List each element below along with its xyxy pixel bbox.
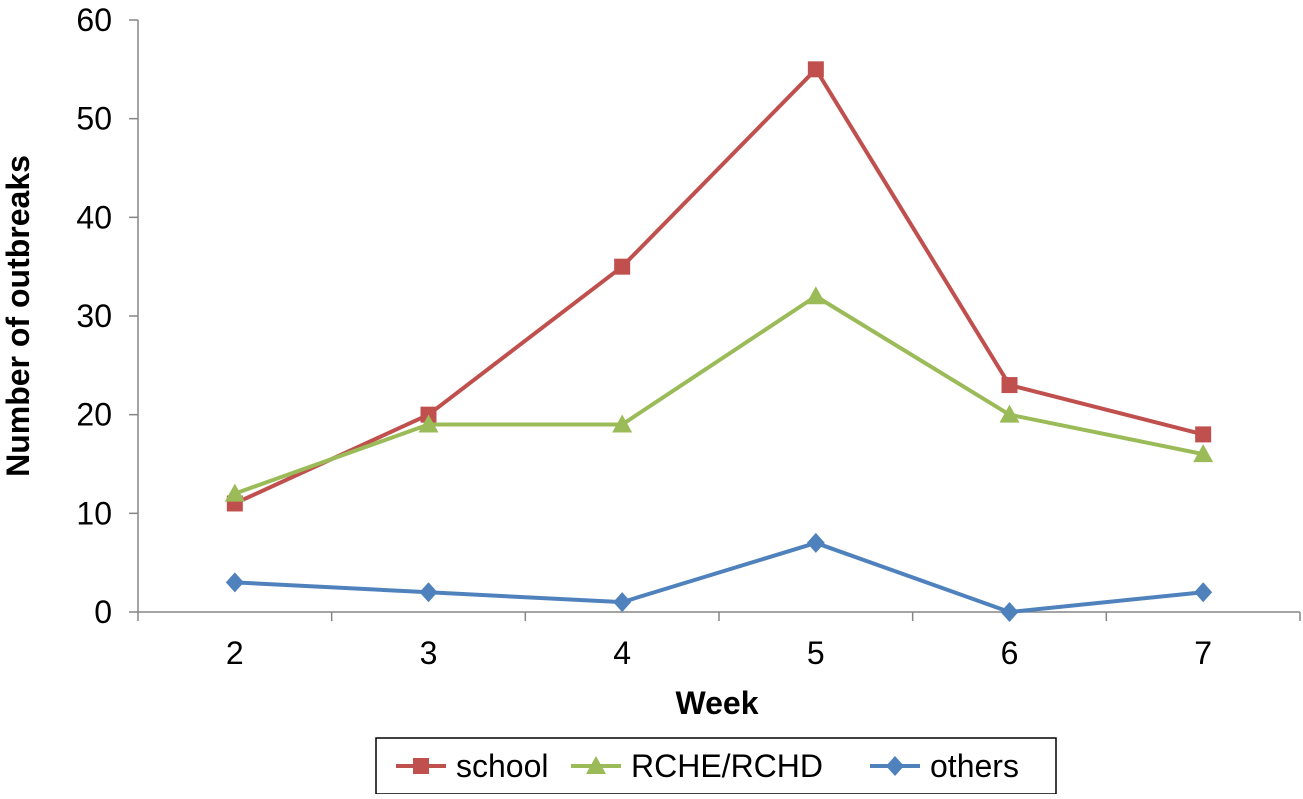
y-tick-label: 40	[76, 199, 112, 235]
series-rche-rchd	[224, 286, 1214, 502]
series-line	[234, 294, 1204, 496]
series-layer	[224, 61, 1214, 622]
data-point	[1194, 582, 1213, 603]
data-point	[1000, 602, 1019, 622]
legend-border	[375, 737, 1057, 795]
data-point	[807, 61, 824, 78]
legend-item: RCHE/RCHD	[571, 748, 823, 784]
y-tick-label: 60	[76, 2, 112, 38]
legend-label: others	[930, 748, 1019, 784]
x-tick-label: 2	[226, 635, 244, 671]
data-point	[999, 404, 1020, 423]
legend-marker	[886, 756, 904, 776]
legend-item: school	[396, 748, 549, 784]
data-point	[1193, 444, 1214, 463]
x-tick-label: 6	[1001, 635, 1019, 671]
data-point	[1195, 426, 1212, 443]
data-point	[419, 582, 438, 603]
x-tick-label: 7	[1194, 635, 1212, 671]
x-axis-title: Week	[675, 685, 758, 721]
y-tick-label: 20	[76, 397, 112, 433]
data-point	[224, 483, 245, 502]
data-point	[613, 592, 632, 613]
y-tick-label: 10	[76, 495, 112, 531]
legend-item: others	[870, 748, 1019, 784]
data-point	[614, 258, 631, 275]
y-tick-label: 30	[76, 298, 112, 334]
x-tick-label: 5	[807, 635, 825, 671]
y-axis-title: Number of outbreaks	[0, 155, 36, 477]
series-line	[234, 540, 1204, 614]
legend-label: RCHE/RCHD	[631, 748, 823, 784]
data-point	[418, 414, 439, 433]
series-others	[225, 532, 1213, 622]
data-point	[805, 286, 826, 305]
data-point	[612, 414, 633, 433]
x-tick-label: 3	[420, 635, 438, 671]
legend-marker	[413, 758, 429, 774]
legend-label: school	[456, 748, 549, 784]
data-point	[1001, 377, 1018, 394]
series-line	[233, 67, 1204, 506]
y-tick-label: 0	[94, 594, 112, 630]
data-point	[225, 572, 244, 593]
y-tick-label: 50	[76, 101, 112, 137]
legend-marker	[586, 756, 606, 774]
axes: 0 10 20 30 40 50 60 2 3 4 5 6 7	[76, 2, 1301, 671]
x-tick-label: 4	[613, 635, 631, 671]
legend: school RCHE/RCHD others	[375, 737, 1057, 795]
data-point	[806, 532, 825, 553]
